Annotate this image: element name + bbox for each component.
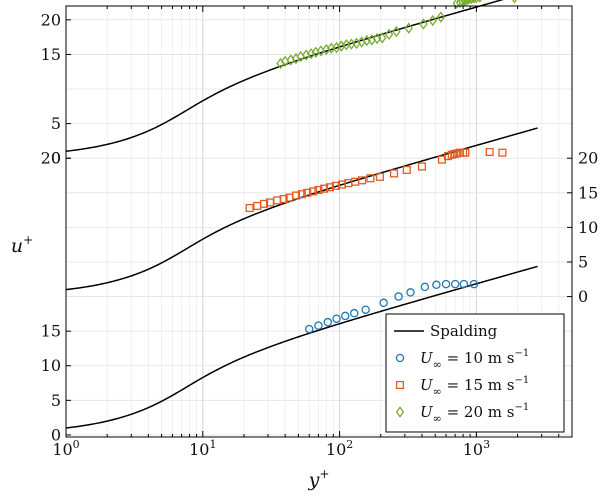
legend-box — [385, 313, 565, 433]
data-point-circle — [314, 321, 323, 330]
data-point-diamond — [512, 0, 518, 4]
legend: Spalding U∞ = 10 m s−1U∞ = 15 m s−1U∞ = … — [385, 313, 565, 433]
data-point-circle — [420, 282, 430, 292]
data-point-circle — [432, 280, 441, 290]
y-tick-label-left: 15 — [41, 322, 61, 341]
spalding-curve-3 — [65, 0, 504, 153]
y-tick-label-right: 0 — [578, 287, 588, 306]
data-point-circle — [304, 324, 314, 334]
data-point-diamond — [404, 22, 413, 34]
data-point-circle — [469, 279, 479, 289]
x-axis-ticks: 100 101 102 103 — [52, 6, 573, 459]
data-point-circle — [361, 305, 370, 314]
legend-marker-circle — [395, 353, 405, 363]
data-point-square — [245, 203, 254, 213]
data-point-square — [331, 181, 340, 190]
y-axis-label: u+ — [11, 233, 33, 257]
data-point-square — [358, 176, 367, 185]
legend-marker-diamond — [395, 406, 405, 418]
y-tick-label-left: 20 — [41, 149, 61, 168]
data-point-circle — [332, 314, 341, 323]
legend-spalding-label: Spalding — [430, 322, 498, 340]
data-point-circle — [323, 317, 333, 327]
data-point-diamond — [460, 0, 469, 7]
data-point-square — [279, 194, 288, 204]
y-tick-label-left: 5 — [51, 114, 61, 133]
data-point-diamond — [392, 25, 401, 38]
y-tick-label-left: 20 — [41, 10, 61, 29]
data-markers — [245, 0, 518, 334]
y-tick-label-right: 10 — [578, 218, 598, 237]
data-point-circle — [441, 279, 451, 289]
data-point-diamond — [428, 14, 437, 27]
data-point-diamond — [378, 32, 387, 44]
data-point-diamond — [471, 0, 477, 4]
y-tick-label-left: 0 — [51, 149, 61, 168]
data-point-square — [297, 190, 306, 199]
data-point-diamond — [419, 18, 428, 30]
data-point-circle — [350, 308, 359, 318]
data-point-diamond — [306, 48, 316, 60]
data-point-circle — [341, 311, 350, 321]
data-point-square — [253, 201, 262, 210]
data-point-square — [389, 169, 399, 178]
data-point-square — [417, 162, 426, 171]
data-point-square — [309, 187, 318, 196]
data-point-square — [303, 188, 312, 197]
data-point-square — [498, 148, 507, 157]
data-point-diamond — [477, 0, 482, 3]
data-point-diamond — [473, 0, 479, 4]
y-tick-label-left: 15 — [41, 45, 61, 64]
data-point-diamond — [384, 28, 394, 41]
legend-marker-square — [395, 380, 405, 390]
x-tick-label: 102 — [326, 438, 353, 459]
legend-series-label: U∞ = 20 m s−1 — [420, 402, 529, 425]
data-point-circle — [379, 298, 388, 308]
x-tick-label: 103 — [463, 438, 490, 459]
data-point-square — [485, 147, 494, 157]
data-point-square — [314, 185, 323, 195]
data-point-square — [291, 191, 301, 200]
data-point-square — [461, 148, 470, 157]
data-point-circle — [406, 288, 415, 297]
y-tick-label-right: 5 — [578, 252, 588, 271]
y-tick-label-right: 15 — [578, 183, 598, 202]
legend-series-label: U∞ = 15 m s−1 — [420, 375, 529, 398]
data-point-diamond — [468, 0, 475, 5]
y-tick-label-left: 10 — [41, 356, 61, 375]
x-axis-label: y+ — [308, 467, 330, 491]
data-point-square — [402, 165, 411, 175]
y-tick-label-left: 0 — [51, 425, 61, 444]
y-tick-label-left: 5 — [51, 391, 61, 410]
y-tick-label-right: 20 — [578, 149, 598, 168]
data-point-square — [366, 174, 375, 183]
data-point-square — [259, 199, 269, 208]
data-point-circle — [450, 279, 460, 289]
data-point-square — [325, 183, 334, 192]
legend-series: U∞ = 10 m s−1 U∞ = 15 m s−1 U∞ = 20 m s−1 — [395, 348, 529, 425]
data-point-circle — [459, 279, 469, 289]
plot-frame — [65, 5, 573, 438]
data-point-square — [320, 184, 329, 193]
data-point-square — [447, 150, 456, 159]
legend-series-label: U∞ = 10 m s−1 — [420, 348, 529, 371]
data-point-circle — [394, 292, 403, 301]
spalding-curve-1 — [65, 265, 538, 429]
data-point-square — [375, 172, 384, 181]
data-point-diamond — [462, 0, 471, 6]
x-tick-label: 100 — [52, 438, 79, 459]
x-tick-label: 101 — [189, 438, 216, 459]
data-point-diamond — [436, 11, 446, 23]
data-point-diamond — [465, 0, 473, 5]
data-point-square — [450, 149, 459, 159]
